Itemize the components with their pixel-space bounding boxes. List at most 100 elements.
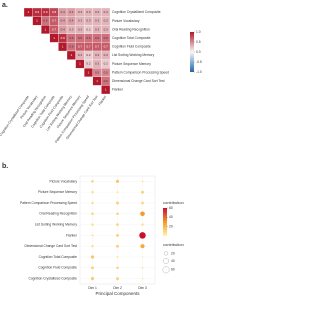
y-tick-label: Picture Sequence Memory	[38, 190, 77, 194]
cell-label: 0.9	[35, 10, 40, 14]
cell-label: 0.4	[61, 27, 66, 31]
colorbar-label: -0.5	[196, 60, 202, 64]
size-legend-label: 20	[171, 251, 175, 255]
cell-label: 0.3	[78, 27, 83, 31]
dot	[90, 255, 95, 259]
dot	[116, 266, 119, 270]
row-label: Cognition Total Composite	[112, 36, 151, 40]
cell-label: 0.2	[104, 62, 109, 66]
size-legend-title: contribution	[163, 242, 184, 247]
dot	[140, 211, 145, 217]
dot	[91, 223, 94, 226]
colorbar-label: 20	[169, 225, 173, 229]
colorbar-label: 1.0	[196, 30, 201, 34]
dot	[141, 180, 144, 183]
dot	[91, 266, 94, 270]
dot	[116, 256, 119, 258]
cell-label: 0.5	[104, 70, 109, 74]
y-tick-label: Pattern Comparison Processing Speed	[20, 201, 77, 205]
cell-label: 0.9	[61, 36, 66, 40]
dot	[116, 233, 119, 237]
cell-label: 0.3	[104, 10, 109, 14]
column-label: Flanker	[98, 94, 108, 106]
dot	[141, 277, 144, 280]
row-label: Picture Sequence Memory	[112, 62, 151, 66]
y-tick-label: Dimensional Change Card Sort Test	[24, 244, 77, 248]
cell-label: 1	[96, 79, 98, 83]
cell-label: 0.4	[61, 10, 66, 14]
colorbar	[190, 32, 194, 72]
dot	[91, 191, 94, 194]
dot	[91, 212, 94, 216]
cell-label: 0.3	[86, 10, 91, 14]
size-legend-dot	[162, 266, 170, 274]
cell-label: 0.4	[61, 19, 66, 23]
colorbar-label: 60	[169, 206, 173, 210]
dot	[139, 232, 146, 239]
x-axis-title: Principal Components	[95, 291, 140, 296]
cell-label: 0.2	[86, 27, 91, 31]
size-legend-label: 40	[171, 259, 175, 263]
cell-label: 0.6	[43, 19, 48, 23]
cell-label: 0.6	[95, 36, 100, 40]
cell-label: 0.7	[104, 44, 109, 48]
dot	[116, 201, 119, 205]
dot	[116, 277, 119, 281]
figure: a. b. 1 0.9 0.9 0.8 0.4 0.4 0.3 0.3 0.3 0.31 0.6 0.…	[0, 2, 202, 296]
colorbar-label: -1.0	[196, 70, 202, 74]
row-label: Cognition Crystallized Composite	[112, 10, 161, 14]
dot	[91, 180, 94, 183]
cell-label: 0.3	[86, 19, 91, 23]
y-tick-label: Cognition Fluid Composite	[38, 266, 77, 270]
row-label: Picture Vocabulary	[112, 19, 140, 23]
dot	[116, 244, 119, 248]
size-legend-dot	[163, 251, 169, 256]
y-tick-label: Oral Reading Recognition	[39, 212, 77, 216]
cell-label: 0.3	[95, 19, 100, 23]
y-tick-label: Cognition Crystallized Composite	[28, 276, 77, 280]
cell-label: 0.6	[69, 44, 74, 48]
cell-label: 0.8	[52, 10, 57, 14]
column-label: Cognition Crystallized Composite	[0, 95, 30, 137]
y-tick-label: Flanker	[66, 233, 78, 237]
cell-label: 0.5	[95, 70, 100, 74]
cell-label: 1	[36, 19, 38, 23]
cell-label: 0.9	[43, 10, 48, 14]
cell-label: 0.3	[95, 10, 100, 14]
cell-label: 0.6	[104, 36, 109, 40]
colorbar	[163, 208, 167, 236]
dot	[91, 245, 94, 248]
dot	[90, 277, 95, 281]
row-label: Cognition Fluid Composite	[112, 45, 151, 49]
cell-label: 1	[70, 53, 72, 57]
cell-label: 0.7	[86, 44, 91, 48]
cell-label: 0.6	[104, 79, 109, 83]
row-label: Oral Reading Recognition	[112, 27, 150, 31]
cell-label: 1	[88, 70, 90, 74]
cell-label: 0.6	[69, 36, 74, 40]
size-legend-label: 60	[171, 268, 175, 272]
cell-label: 0.3	[95, 53, 100, 57]
cell-label: 0.3	[95, 62, 100, 66]
cell-label: 0.3	[104, 53, 109, 57]
x-tick-label: Dim 2	[113, 286, 122, 290]
y-tick-label: Picture Vocabulary	[50, 179, 78, 183]
cell-label: 1	[45, 27, 47, 31]
dot	[141, 256, 144, 258]
dot	[116, 223, 119, 226]
row-label: List Sorting Working Memory	[112, 53, 155, 57]
row-label: Pattern Comparison Processing Speed	[112, 70, 169, 74]
row-label: Dimensional Change Card Sort Test	[112, 79, 165, 83]
size-legend-dot	[163, 258, 169, 264]
cell-label: 0.3	[78, 19, 83, 23]
cell-label: 0.7	[52, 27, 57, 31]
cell-label: 0.4	[69, 19, 74, 23]
cell-label: 0.2	[86, 62, 91, 66]
colorbar-label: 40	[169, 215, 173, 219]
dot	[91, 234, 94, 237]
cell-label: 0.2	[86, 53, 91, 57]
row-label: Flanker	[112, 88, 124, 92]
cell-label: 0.3	[95, 27, 100, 31]
cell-label: 0.7	[78, 44, 83, 48]
dot	[141, 201, 144, 205]
